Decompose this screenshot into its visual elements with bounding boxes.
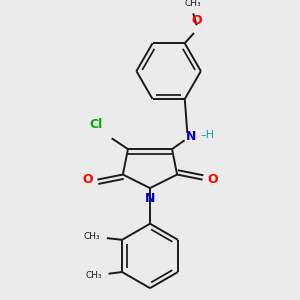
Text: CH₃: CH₃ <box>85 271 102 280</box>
Text: –H: –H <box>200 130 214 140</box>
Text: CH₃: CH₃ <box>83 232 100 241</box>
Text: N: N <box>185 130 196 143</box>
Text: O: O <box>191 14 202 27</box>
Text: O: O <box>207 173 217 186</box>
Text: CH₃: CH₃ <box>185 0 202 8</box>
Text: N: N <box>145 192 155 205</box>
Text: Cl: Cl <box>89 118 103 131</box>
Text: O: O <box>82 173 93 186</box>
